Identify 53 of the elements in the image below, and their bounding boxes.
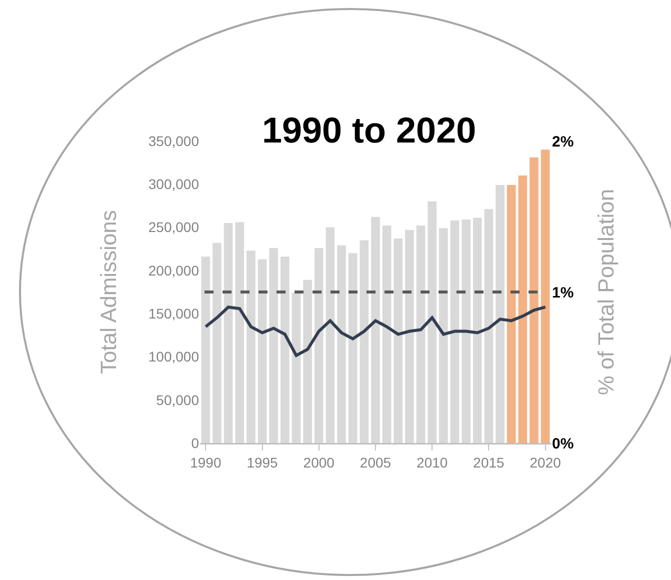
bar [428, 201, 437, 443]
y-tick-label: 100,000 [148, 348, 200, 365]
bar [540, 150, 550, 443]
bar [450, 220, 460, 443]
bar [224, 222, 233, 443]
x-tick-label: 2015 [473, 454, 505, 470]
y-tick-label: 300,000 [148, 176, 200, 192]
chart-title: 1990 to 2020 [262, 110, 476, 151]
y-tick-label: 50,000 [156, 392, 200, 408]
x-tick-label: 1995 [246, 454, 278, 470]
bar [212, 242, 222, 443]
bar [484, 209, 494, 443]
bar [439, 228, 448, 443]
bar [371, 216, 380, 443]
x-tick-label: 2020 [530, 454, 562, 470]
bar [235, 222, 244, 443]
y2-tick-label: 2% [552, 133, 574, 150]
bar [496, 185, 504, 443]
x-tick-label: 1990 [190, 454, 222, 470]
bar [314, 248, 324, 443]
bar [269, 248, 278, 443]
y-tick-label: 0 [191, 434, 200, 451]
line-series [204, 306, 547, 357]
bar [462, 220, 470, 443]
bar [530, 157, 538, 443]
bar [303, 280, 312, 443]
bar [280, 256, 290, 443]
x-tick-label: 2005 [360, 454, 392, 470]
x-tick-label: 2010 [416, 454, 448, 470]
bar [416, 226, 426, 443]
y-tick-label: 200,000 [148, 262, 200, 278]
bar [405, 230, 414, 443]
y-tick-label: 350,000 [148, 132, 200, 149]
bar [472, 218, 482, 443]
y2-tick-label: 0% [552, 435, 574, 452]
bar [201, 256, 210, 443]
y-tick-label: 250,000 [148, 219, 200, 236]
y2-tick-label: 1% [552, 284, 574, 302]
bar [246, 250, 256, 443]
x-tick-label: 2000 [303, 454, 335, 470]
bar [360, 240, 369, 443]
bar [292, 292, 301, 443]
y2-axis-title: % of Total Population [594, 188, 619, 396]
bar [326, 227, 335, 443]
bar [348, 253, 358, 443]
y-axis-title: Total Admissions [96, 210, 122, 374]
bar [518, 176, 528, 443]
bar [337, 245, 346, 443]
bar [258, 259, 267, 443]
bar [394, 238, 403, 443]
bar [506, 185, 516, 443]
y-tick-label: 150,000 [148, 305, 200, 322]
bar [382, 226, 392, 443]
